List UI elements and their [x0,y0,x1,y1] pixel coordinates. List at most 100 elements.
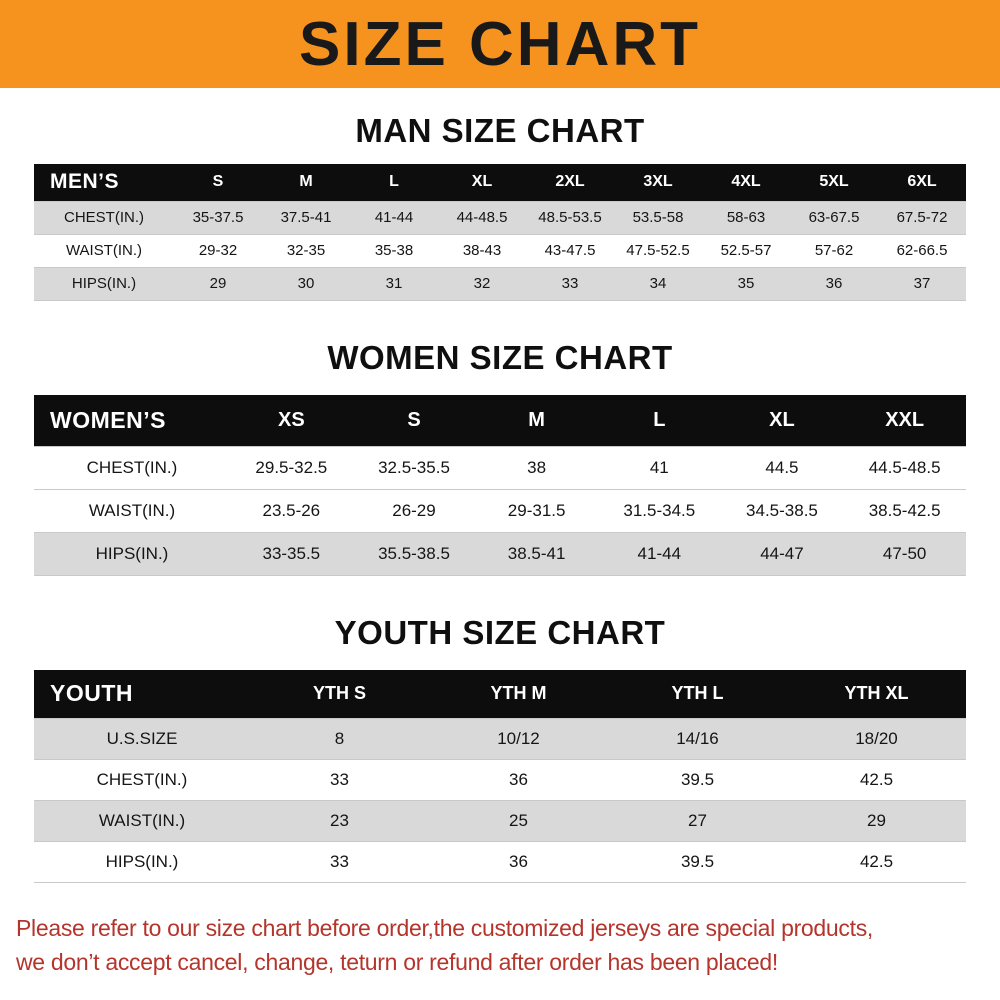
size-cell: 47-50 [882,544,927,563]
row-label: HIPS(IN.) [71,275,137,292]
size-column-header: XL [438,164,526,201]
table-row: WAIST(IN.) 29-32 32-35 35-38 38-43 43-47.5 47.… [34,234,966,267]
size-cell: 35-37.5 [192,209,244,226]
size-cell: 67.5-72 [896,209,948,226]
table-row: CHEST(IN.) 35-37.5 37.5-41 41-44 44-48.5 48.5… [34,201,966,234]
size-column-header: XS [230,394,353,447]
size-cell: 44-48.5 [456,209,508,226]
size-cell: 34.5-38.5 [746,501,818,520]
table-row: CHEST(IN.) 33 36 39.5 42.5 [34,759,966,800]
table-corner-label: WOMEN’S [34,394,230,447]
row-label: WAIST(IN.) [88,501,176,520]
men-size-section: MAN SIZE CHART MEN’S S M L XL 2XL 3XL 4XL 5XL 6XL… [0,112,1000,301]
size-cell: 58-63 [726,209,766,226]
size-column-header: 3XL [614,164,702,201]
size-cell: 33 [330,769,349,789]
size-column-header: YTH L [608,670,787,718]
size-cell: 38.5-42.5 [868,501,941,520]
size-column-header: XXL [843,394,966,447]
row-label: CHEST(IN.) [64,209,144,226]
size-cell: 33-35.5 [262,544,321,563]
size-cell: 29 [867,810,886,830]
size-column-header: M [262,164,350,201]
row-label: CHEST(IN.) [96,769,188,789]
youth-section-heading: YOUTH SIZE CHART [334,614,666,651]
youth-size-table: YOUTH YTH S YTH M YTH L YTH XL U.S.SIZE 8 10/12… [34,670,966,883]
women-size-table: WOMEN’S XS S M L XL XXL CHEST(IN.) 29.5-32.5 32.5… [34,394,966,577]
size-cell: 26-29 [392,501,436,520]
size-cell: 30 [297,275,315,292]
size-cell: 41 [649,458,669,477]
women-size-section: WOMEN SIZE CHART WOMEN’S XS S M L XL XXL CHEST(… [0,339,1000,577]
size-cell: 29 [209,275,227,292]
size-cell: 32-35 [286,242,326,259]
size-column-header: L [350,164,438,201]
size-column-header: 2XL [526,164,614,201]
row-label: CHEST(IN.) [86,458,178,477]
table-header-row: YOUTH YTH S YTH M YTH L YTH XL [34,670,966,718]
men-size-table: MEN’S S M L XL 2XL 3XL 4XL 5XL 6XL CHEST(IN.) 35-37… [34,164,966,301]
size-column-header: 5XL [790,164,878,201]
size-cell: 47.5-52.5 [626,242,690,259]
size-cell: 33 [330,851,349,871]
size-cell: 57-62 [814,242,854,259]
size-cell: 8 [334,728,345,748]
size-chart-body: MAN SIZE CHART MEN’S S M L XL 2XL 3XL 4XL 5XL 6XL… [0,112,1000,980]
size-cell: 23.5-26 [262,501,321,520]
size-column-header: XL [720,394,844,447]
size-cell: 36 [825,275,843,292]
size-column-header: L [597,394,721,447]
size-cell: 35-38 [374,242,414,259]
size-cell: 23 [330,810,349,830]
row-label: WAIST(IN.) [65,242,143,259]
size-cell: 35.5-38.5 [378,544,450,563]
size-chart-banner: SIZE CHART [0,0,1000,88]
size-cell: 14/16 [676,728,719,748]
table-header-row: WOMEN’S XS S M L XL XXL [34,394,966,447]
size-cell: 53.5-58 [632,209,684,226]
size-column-header: YTH XL [787,670,966,718]
size-cell: 39.5 [680,769,715,789]
size-cell: 48.5-53.5 [538,209,602,226]
size-cell: 44.5 [765,458,799,477]
size-cell: 32.5-35.5 [378,458,450,477]
size-cell: 27 [688,810,707,830]
row-label: HIPS(IN.) [95,544,169,563]
size-cell: 43-47.5 [544,242,596,259]
size-column-header: S [174,164,262,201]
size-cell: 37 [913,275,931,292]
size-cell: 29-31.5 [507,501,566,520]
table-row: HIPS(IN.) 33-35.5 35.5-38.5 38.5-41 41-44 44-… [34,532,966,576]
order-policy-line: we don’t accept cancel, change, teturn o… [16,949,778,975]
size-cell: 38.5-41 [507,544,566,563]
size-cell: 31 [385,275,403,292]
size-column-header: S [352,394,476,447]
row-label: U.S.SIZE [106,728,178,748]
size-cell: 18/20 [855,728,898,748]
row-label: HIPS(IN.) [105,851,179,871]
table-corner-label: MEN’S [34,164,174,201]
order-policy-line: Please refer to our size chart before or… [16,914,873,941]
table-row: HIPS(IN.) 33 36 39.5 42.5 [34,841,966,882]
size-cell: 36 [509,851,528,871]
table-row: U.S.SIZE 8 10/12 14/16 18/20 [34,718,966,759]
banner-title: SIZE CHART [299,9,701,79]
size-cell: 25 [509,810,528,830]
size-cell: 62-66.5 [896,242,948,259]
table-row: CHEST(IN.) 29.5-32.5 32.5-35.5 38 41 44.5 44.5… [34,446,966,490]
men-section-heading: MAN SIZE CHART [355,112,645,149]
size-cell: 31.5-34.5 [623,501,696,520]
size-column-header: 6XL [878,164,966,201]
size-cell: 41-44 [637,544,682,563]
order-policy-note: Please refer to our size chart before or… [0,911,1000,980]
size-cell: 35 [737,275,755,292]
size-cell: 10/12 [497,728,540,748]
size-cell: 42.5 [859,769,894,789]
table-corner-label: YOUTH [34,670,250,718]
size-cell: 63-67.5 [808,209,860,226]
size-cell: 29-32 [198,242,238,259]
size-column-header: M [475,394,598,447]
size-cell: 38-43 [462,242,502,259]
size-cell: 44-47 [760,544,804,563]
table-row: WAIST(IN.) 23.5-26 26-29 29-31.5 31.5-34.5 34… [34,489,966,533]
